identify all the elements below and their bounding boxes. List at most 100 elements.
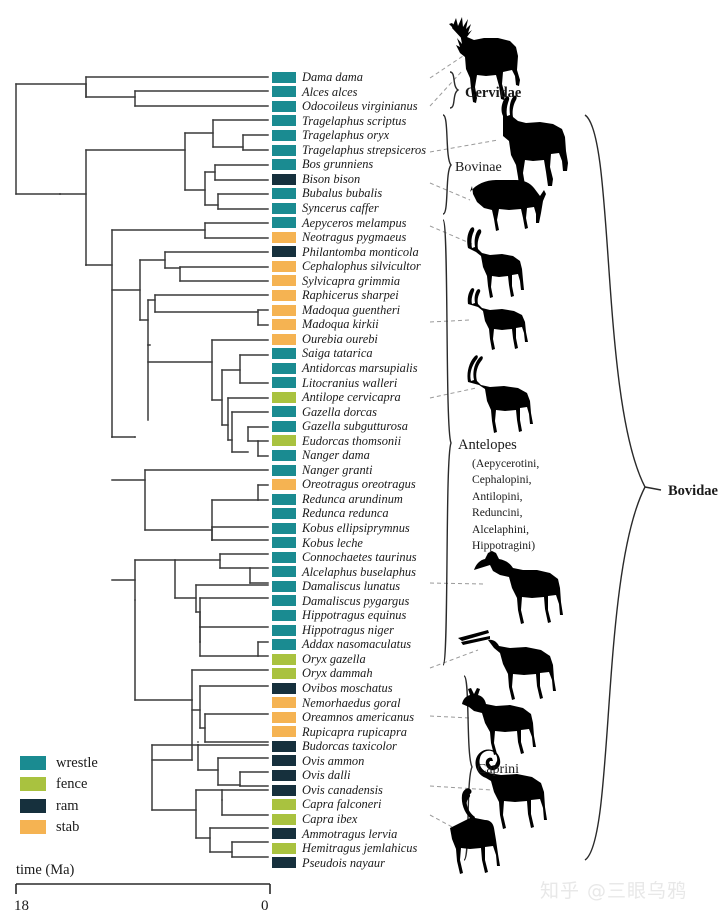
taxon-name: Tragelaphus strepsiceros bbox=[302, 142, 427, 157]
taxon-style-swatch bbox=[272, 159, 296, 171]
taxon-row: Bison bison bbox=[272, 172, 452, 187]
legend-swatch bbox=[20, 820, 46, 835]
taxon-row: Raphicerus sharpei bbox=[272, 288, 452, 303]
taxon-style-swatch bbox=[272, 129, 296, 141]
taxon-style-swatch bbox=[272, 653, 296, 665]
clade-brackets bbox=[442, 71, 662, 861]
taxon-style-swatch bbox=[272, 799, 296, 811]
taxon-style-swatch bbox=[272, 697, 296, 709]
taxon-row: Odocoileus virginianus bbox=[272, 99, 452, 114]
taxon-name: Oreotragus oreotragus bbox=[302, 477, 416, 492]
taxon-name: Madoqua kirkii bbox=[302, 317, 379, 332]
taxon-row: Capra ibex bbox=[272, 812, 452, 827]
taxon-name: Bubalus bubalis bbox=[302, 186, 383, 201]
taxon-style-swatch bbox=[272, 493, 296, 505]
taxon-style-swatch bbox=[272, 144, 296, 156]
legend-swatch bbox=[20, 777, 46, 792]
legend-label: stab bbox=[56, 819, 80, 835]
taxon-name: Damaliscus lunatus bbox=[302, 579, 401, 594]
taxon-name: Hippotragus equinus bbox=[302, 608, 407, 623]
legend-label: fence bbox=[56, 776, 88, 792]
taxon-row: Kobus leche bbox=[272, 536, 452, 551]
blackbuck-silhouette bbox=[467, 355, 533, 433]
tree-branches bbox=[15, 76, 269, 858]
taxon-row: Eudorcas thomsonii bbox=[272, 434, 452, 449]
taxon-row: Kobus ellipsiprymnus bbox=[272, 521, 452, 536]
taxon-name: Aepyceros melampus bbox=[302, 215, 407, 230]
taxon-style-swatch bbox=[272, 740, 296, 752]
legend-item-fence: fence bbox=[20, 774, 98, 796]
taxon-name: Gazella subgutturosa bbox=[302, 419, 408, 434]
taxon-row: Alcelaphus buselaphus bbox=[272, 565, 452, 580]
taxon-name: Nanger granti bbox=[302, 462, 373, 477]
legend-item-wrestle: wrestle bbox=[20, 752, 98, 774]
taxon-style-swatch bbox=[272, 682, 296, 694]
taxon-name: Budorcas taxicolor bbox=[302, 739, 397, 754]
fighting-style-legend: wrestle fence ram stab bbox=[20, 752, 98, 838]
taxon-row: Sylvicapra grimmia bbox=[272, 274, 452, 289]
taxon-row: Ammotragus lervia bbox=[272, 826, 452, 841]
taxon-row: Dama dama bbox=[272, 70, 452, 85]
taxon-style-swatch bbox=[272, 348, 296, 360]
taxon-row: Oreotragus oreotragus bbox=[272, 477, 452, 492]
taxon-name: Ovis canadensis bbox=[302, 782, 383, 797]
taxon-row: Redunca arundinum bbox=[272, 492, 452, 507]
taxon-row: Oryx gazella bbox=[272, 652, 452, 667]
clade-label-antelopes: Antelopes bbox=[458, 437, 517, 453]
taxon-row: Antilope cervicapra bbox=[272, 390, 452, 405]
taxon-row: Gazella subgutturosa bbox=[272, 419, 452, 434]
taxon-style-swatch bbox=[272, 406, 296, 418]
taxon-style-swatch bbox=[272, 115, 296, 127]
taxon-style-swatch bbox=[272, 522, 296, 534]
taxon-row: Hippotragus equinus bbox=[272, 608, 452, 623]
deer-silhouette bbox=[449, 17, 520, 103]
taxon-row: Litocranius walleri bbox=[272, 375, 452, 390]
taxon-name: Odocoileus virginianus bbox=[302, 99, 418, 114]
taxon-name: Damaliscus pygargus bbox=[302, 593, 410, 608]
taxon-style-swatch bbox=[272, 391, 296, 403]
taxon-row: Nanger dama bbox=[272, 448, 452, 463]
time-axis-right-value: 0 bbox=[261, 898, 269, 914]
legend-item-stab: stab bbox=[20, 817, 98, 839]
taxon-name: Tragelaphus oryx bbox=[302, 128, 390, 143]
clade-label-caprini: Caprini bbox=[477, 762, 519, 777]
antelope-tribe-line: (Aepycerotini, bbox=[472, 457, 540, 470]
taxon-row: Ourebia ourebi bbox=[272, 332, 452, 347]
taxon-style-swatch bbox=[272, 202, 296, 214]
taxon-style-swatch bbox=[272, 100, 296, 112]
taxon-row: Budorcas taxicolor bbox=[272, 739, 452, 754]
taxon-name: Litocranius walleri bbox=[302, 375, 398, 390]
clade-label-antelopes-tribes: (Aepycerotini, Cephalopini, Antilopini, Red… bbox=[472, 456, 539, 554]
taxon-row: Antidorcas marsupialis bbox=[272, 361, 452, 376]
taxon-style-swatch bbox=[272, 566, 296, 578]
clade-label-bovinae: Bovinae bbox=[455, 160, 502, 175]
legend-label: wrestle bbox=[56, 754, 98, 771]
taxon-row: Syncerus caffer bbox=[272, 201, 452, 216]
taxon-row: Redunca redunca bbox=[272, 506, 452, 521]
taxon-name: Hippotragus niger bbox=[302, 622, 394, 637]
taxon-row: Ovis ammon bbox=[272, 754, 452, 769]
taxon-style-swatch bbox=[272, 464, 296, 476]
taxon-style-swatch bbox=[272, 551, 296, 563]
taxon-style-swatch bbox=[272, 595, 296, 607]
taxon-row: Rupicapra rupicapra bbox=[272, 725, 452, 740]
taxon-row: Ovis canadensis bbox=[272, 783, 452, 798]
taxon-row: Tragelaphus strepsiceros bbox=[272, 143, 452, 158]
taxon-style-swatch bbox=[272, 624, 296, 636]
taxon-name: Ammotragus lervia bbox=[302, 826, 398, 841]
taxon-style-swatch bbox=[272, 610, 296, 621]
bighorn-sheep-silhouette bbox=[475, 749, 547, 829]
taxon-name: Raphicerus sharpei bbox=[302, 288, 399, 303]
taxon-style-swatch bbox=[272, 333, 296, 345]
taxon-row: Nemorhaedus goral bbox=[272, 696, 452, 711]
legend-swatch bbox=[20, 798, 46, 813]
taxon-name: Ourebia ourebi bbox=[302, 331, 378, 346]
taxon-row: Damaliscus lunatus bbox=[272, 579, 452, 594]
taxon-style-swatch bbox=[272, 217, 296, 229]
taxon-row: Cephalophus silvicultor bbox=[272, 259, 452, 274]
taxon-row: Nanger granti bbox=[272, 463, 452, 478]
taxon-style-swatch bbox=[272, 289, 296, 301]
taxon-style-swatch bbox=[272, 173, 296, 185]
taxon-row: Oryx dammah bbox=[272, 666, 452, 681]
